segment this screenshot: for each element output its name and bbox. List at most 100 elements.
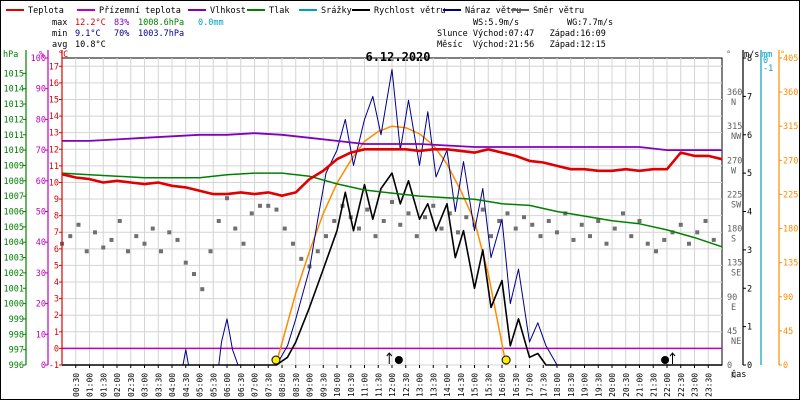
stat-max-rain: 0.0mm [198,18,224,28]
dir-axis-tick-label: 45 [727,327,737,337]
sun-elevation-line [275,125,507,366]
wind-dir-point [612,226,617,231]
wind-dir-point [678,222,683,227]
x-axis-tick-label: 03:00 [141,373,150,397]
x-axis-tick-label: 05:30 [209,373,218,397]
sun-deg-axis-tick-label: 270 [783,156,798,166]
dir-axis-compass-label: S [731,235,736,245]
hpa-axis-tick-label: 1007 [4,192,24,202]
mm-axis-tick-label: 0 [763,56,768,66]
dir-axis-tick-label: 270 [727,156,742,166]
ms-axis-tick-label: 6 [747,131,752,141]
hpa-axis-tick-label: 1015 [4,69,24,79]
ms-axis-tick-label: 2 [747,284,752,294]
pct-axis-tick-label: 20 [36,300,46,310]
x-axis-tick-label: 10:30 [347,373,356,397]
dir-axis-compass-label: NW [731,132,742,142]
wind-dir-point [233,226,238,231]
unit-temp: °C [58,50,68,60]
wind-dir-point [373,234,378,239]
wind-dir-point [159,249,163,254]
stat-min-press: 1003.7hPa [138,29,184,39]
wind-dir-point [142,241,147,246]
x-axis-tick-label: 06:00 [223,373,232,397]
wind-dir-point [464,215,469,220]
x-axis-tick-label: 04:30 [182,373,191,397]
dir-axis-compass-label: N [731,98,736,108]
wind-dir-point [315,249,320,254]
wind-dir-point [68,234,73,239]
stat-min-hum: 70% [114,29,129,39]
unit-mm: mm [762,50,772,60]
hpa-axis-tick-label: 997 [9,346,24,356]
stat-max-hum: 83% [114,18,129,28]
x-axis-tick-label: 07:30 [264,373,273,397]
sun-deg-axis-tick-label: 0 [783,361,788,371]
dir-axis-tick-label: 135 [727,259,742,269]
temp-axis-tick-label: 16 [49,79,59,89]
x-axis-tick-label: 15:30 [484,373,493,397]
legend-label: Vlhkost [210,6,246,16]
ms-axis-tick-label: 8 [747,54,752,64]
unit-pct: % [39,50,44,60]
stat-min-label: min [52,29,67,39]
wind-dir-point [596,218,601,223]
legend-label: Rychlost větru [374,6,446,16]
x-axis-tick-label: 02:00 [113,373,122,397]
x-axis-tick-label: 12:30 [402,373,411,397]
wind-dir-point [101,245,106,250]
dir-axis-tick-label: 90 [727,293,737,303]
wind-gust-line [62,69,722,366]
wind-dir-point [662,237,667,242]
x-axis-tick-label: 12:00 [388,373,397,397]
wind-dir-point [621,211,625,216]
sun-times: Slunce Východ:07:47 Západ:16:09 [437,29,606,39]
wind-dir-point [117,218,122,223]
temp-axis-tick-label: 15 [49,95,59,105]
wind-dir-point [703,218,708,223]
pct-axis-tick-label: 100 [31,54,46,64]
wind-dir-point [406,211,411,216]
x-axis-tick-label: 18:30 [567,373,576,397]
wind-dir-point [390,200,394,205]
x-axis-tick-label: 16:30 [512,373,521,397]
pct-axis-tick-label: 60 [36,177,46,187]
temp-axis-tick-label: 10 [49,178,59,188]
temp-axis-tick-label: 3 [54,295,59,305]
wind-dir-point [241,241,246,246]
temp-axis-tick-label: 1 [54,328,59,338]
wind-dir-point [530,222,535,227]
temp-axis-tick-label: 12 [49,145,59,155]
legend-label: Srážky [321,6,352,16]
wind-dir-point [192,272,196,277]
x-axis-tick-label: 14:30 [457,373,466,397]
pct-axis-tick-label: 90 [36,85,46,95]
temp-axis-tick-label: -1 [49,361,59,371]
stat-avg-temp: 10.8°C [75,40,106,50]
x-axis-tick-label: 21:00 [636,373,645,397]
dir-axis-tick-label: 360 [727,88,742,98]
temp-axis-tick-label: 17 [49,62,59,72]
x-axis-tick-label: 21:30 [649,373,658,397]
legend-label: Teplota [28,6,64,16]
unit-sun-deg: ° [780,50,785,60]
wind-dir-point [216,218,221,223]
temp-axis-tick-label: 9 [54,195,59,205]
wind-dir-point [126,249,130,254]
temp-axis-tick-label: 6 [54,245,59,255]
temp-axis-tick-label: 11 [49,162,59,172]
temp-axis-tick-label: 8 [54,212,59,222]
wind-dir-point [200,287,205,292]
x-axis-tick-label: 09:00 [306,373,315,397]
moon-marker-icon [661,356,670,364]
dir-axis-compass-label: SE [731,269,741,279]
wg-value: WG:7.7m/s [567,18,613,28]
axis-units: hPa % °C ° m/s mm ° [3,50,785,60]
x-axis-tick-label: 19:00 [581,373,590,397]
ms-axis-tick-label: 7 [747,92,752,102]
x-axis-tick-label: 13:30 [429,373,438,397]
temp-axis-tick-label: 2 [54,311,59,321]
temperature-line [61,148,723,197]
wind-dir-point [76,222,81,227]
axes: 9969979989991000100110021003100410051006… [4,50,798,397]
